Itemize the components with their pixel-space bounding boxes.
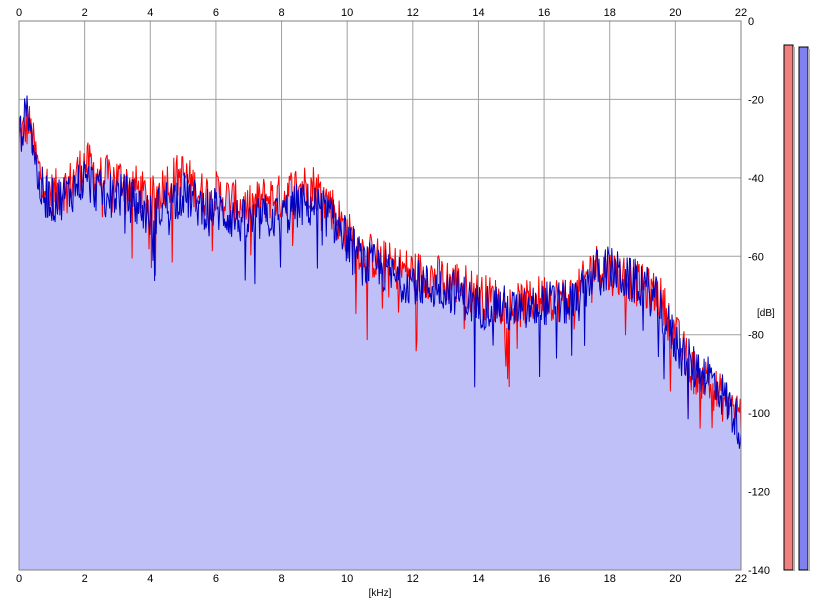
- x-tick-label-top: 10: [341, 7, 353, 19]
- x-tick-label-top: 16: [538, 7, 550, 19]
- x-axis-top: 0 2 4 6 8 10 12 14 16 18 20 22: [16, 7, 747, 19]
- x-tick-label-top: 2: [82, 7, 88, 19]
- x-tick-label-bottom: 12: [407, 573, 419, 585]
- y-tick-label: 0: [748, 16, 754, 28]
- level-meters: [783, 44, 810, 571]
- x-tick-label-top: 6: [213, 7, 219, 19]
- x-tick-label-top: 4: [147, 7, 153, 19]
- x-tick-label-bottom: 14: [472, 573, 484, 585]
- x-tick-label-top: 0: [16, 7, 22, 19]
- level-meter-left: [783, 44, 794, 571]
- x-tick-label-bottom: 0: [16, 573, 22, 585]
- y-tick-label: -40: [748, 173, 764, 185]
- x-tick-label-top: 20: [669, 7, 681, 19]
- x-tick-label-bottom: 10: [341, 573, 353, 585]
- x-tick-label-bottom: 8: [278, 573, 284, 585]
- y-tick-label: -20: [748, 94, 764, 106]
- x-tick-label-bottom: 4: [147, 573, 153, 585]
- y-tick-label: -80: [748, 330, 764, 342]
- spectrum-fill-area: [19, 95, 741, 570]
- x-tick-label-bottom: 20: [669, 573, 681, 585]
- x-tick-label-bottom: 18: [604, 573, 616, 585]
- y-axis-label: [dB]: [757, 308, 775, 319]
- x-tick-label-top: 18: [604, 7, 616, 19]
- x-tick-label-bottom: 22: [735, 573, 747, 585]
- plot-border: [18, 20, 742, 571]
- series-line-right-channel: [18, 95, 742, 449]
- x-axis-bottom: 0 2 4 6 8 10 12 14 16 18 20 22: [16, 573, 747, 585]
- y-tick-label: -120: [748, 487, 770, 499]
- y-tick-label: -140: [748, 565, 770, 577]
- x-tick-label-bottom: 16: [538, 573, 550, 585]
- x-tick-label-top: 22: [735, 7, 747, 19]
- x-tick-label-bottom: 6: [213, 573, 219, 585]
- y-tick-label: -60: [748, 251, 764, 263]
- level-meter-right: [798, 46, 809, 571]
- y-tick-label: -100: [748, 408, 770, 420]
- y-axis-right: 0 -20 -40 -60 -80 -100 -120 -140: [748, 16, 770, 577]
- x-tick-label-top: 14: [472, 7, 484, 19]
- x-tick-label-bottom: 2: [82, 573, 88, 585]
- x-tick-label-top: 12: [407, 7, 419, 19]
- x-tick-label-top: 8: [278, 7, 284, 19]
- x-axis-label: [kHz]: [369, 588, 392, 599]
